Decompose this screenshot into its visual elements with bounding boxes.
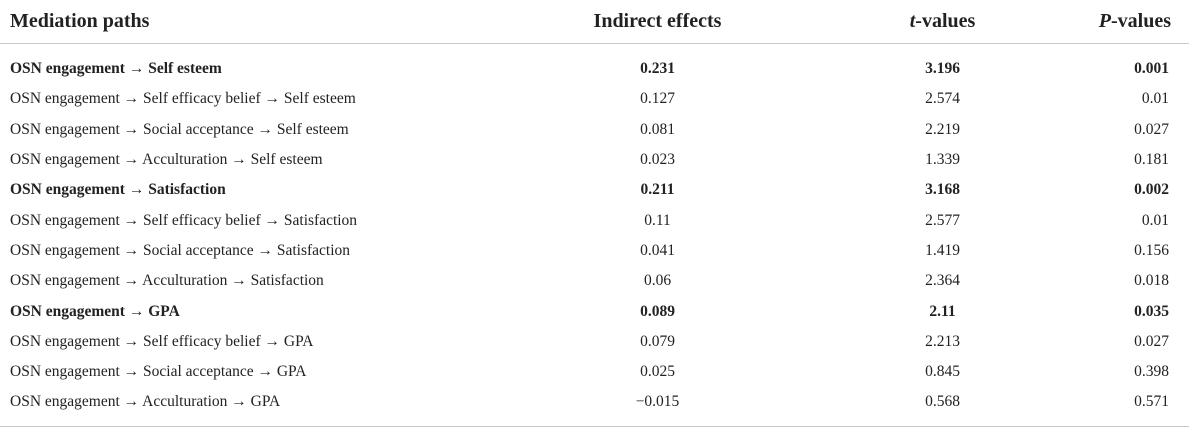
table-row: OSN engagement → Self efficacy belief → … [0, 205, 1189, 235]
cell-t-value: 2.219 [925, 120, 960, 138]
cell-mediation-path: OSN engagement → Self esteem [10, 60, 222, 78]
cell-mediation-path: OSN engagement → Social acceptance → GPA [10, 363, 307, 381]
cell-mediation-path: OSN engagement → Self efficacy belief → … [10, 211, 358, 229]
cell-t-value: 3.168 [925, 181, 960, 199]
cell-indirect-effect: 0.081 [640, 120, 675, 138]
cell-p-value: 0.027 [1134, 120, 1169, 138]
table-row: OSN engagement → Acculturation → Satisfa… [0, 266, 1189, 296]
cell-p-value: 0.01 [1141, 211, 1169, 229]
cell-indirect-effect: 0.231 [640, 60, 675, 78]
cell-t-value: 2.577 [925, 211, 960, 229]
cell-t-value: 1.419 [925, 241, 960, 259]
cell-t-value: 2.574 [925, 90, 960, 108]
cell-indirect-effect: 0.023 [640, 151, 675, 169]
cell-p-value: 0.398 [1134, 363, 1169, 381]
cell-mediation-path: OSN engagement → Acculturation → GPA [10, 393, 281, 411]
header-p-rest: -values [1111, 10, 1171, 32]
header-t-values: t-values [800, 0, 1085, 44]
cell-p-value: 0.018 [1134, 272, 1169, 290]
cell-indirect-effect: 0.127 [640, 90, 675, 108]
mediation-table: Mediation paths Indirect effects t-value… [0, 0, 1189, 427]
header-p-italic: P [1098, 10, 1111, 32]
cell-t-value: 2.213 [925, 332, 960, 350]
table-row: OSN engagement → Social acceptance → GPA… [0, 357, 1189, 387]
cell-mediation-path: OSN engagement → Self efficacy belief → … [10, 332, 314, 350]
cell-p-value: 0.181 [1134, 151, 1169, 169]
cell-p-value: 0.001 [1134, 60, 1169, 78]
header-t-rest: -values [915, 10, 976, 32]
table-row: OSN engagement → Satisfaction 0.211 3.168 0… [0, 175, 1189, 205]
cell-mediation-path: OSN engagement → Social acceptance → Sel… [10, 120, 349, 138]
cell-t-value: 0.568 [925, 393, 960, 411]
cell-mediation-path: OSN engagement → Self efficacy belief → … [10, 90, 356, 108]
cell-indirect-effect: 0.06 [643, 272, 672, 290]
cell-mediation-path: OSN engagement → GPA [10, 302, 180, 320]
cell-p-value: 0.027 [1134, 332, 1169, 350]
table-row: OSN engagement → Social acceptance → Sat… [0, 236, 1189, 266]
cell-indirect-effect: 0.11 [644, 211, 671, 229]
table-row: OSN engagement → Acculturation → Self es… [0, 145, 1189, 175]
table-row: OSN engagement → Self efficacy belief → … [0, 327, 1189, 357]
cell-p-value: 0.01 [1141, 90, 1169, 108]
table-header-row: Mediation paths Indirect effects t-value… [0, 0, 1189, 44]
cell-mediation-path: OSN engagement → Satisfaction [10, 181, 226, 199]
cell-t-value: 0.845 [925, 363, 960, 381]
cell-indirect-effect: 0.211 [640, 181, 675, 199]
cell-p-value: 0.156 [1134, 241, 1169, 259]
cell-indirect-effect: −0.015 [635, 393, 680, 411]
cell-p-value: 0.002 [1134, 181, 1169, 199]
cell-indirect-effect: 0.089 [640, 302, 675, 320]
cell-mediation-path: OSN engagement → Social acceptance → Sat… [10, 241, 351, 259]
cell-indirect-effect: 0.025 [640, 363, 675, 381]
cell-indirect-effect: 0.041 [640, 241, 675, 259]
table-row: OSN engagement → Acculturation → GPA −0.0… [0, 387, 1189, 426]
cell-t-value: 1.339 [925, 151, 960, 169]
header-p-values: P-values [1085, 0, 1189, 44]
cell-p-value: 0.571 [1134, 393, 1169, 411]
header-mediation-paths: Mediation paths [0, 0, 515, 44]
cell-t-value: 3.196 [925, 60, 960, 78]
table-row: OSN engagement → Self esteem 0.231 3.196 0.… [0, 44, 1189, 85]
table-row: OSN engagement → Self efficacy belief → … [0, 84, 1189, 114]
table-row: OSN engagement → GPA 0.089 2.11 0.035 [0, 296, 1189, 326]
table-row: OSN engagement → Social acceptance → Sel… [0, 115, 1189, 145]
cell-mediation-path: OSN engagement → Acculturation → Satisfa… [10, 272, 324, 290]
cell-t-value: 2.11 [929, 302, 956, 320]
cell-mediation-path: OSN engagement → Acculturation → Self es… [10, 151, 323, 169]
cell-indirect-effect: 0.079 [640, 332, 675, 350]
cell-t-value: 2.364 [925, 272, 960, 290]
table-body: OSN engagement → Self esteem 0.231 3.196 0.… [0, 44, 1189, 427]
header-indirect-effects: Indirect effects [515, 0, 800, 44]
cell-p-value: 0.035 [1134, 302, 1169, 320]
header-t-italic: t [909, 10, 916, 32]
